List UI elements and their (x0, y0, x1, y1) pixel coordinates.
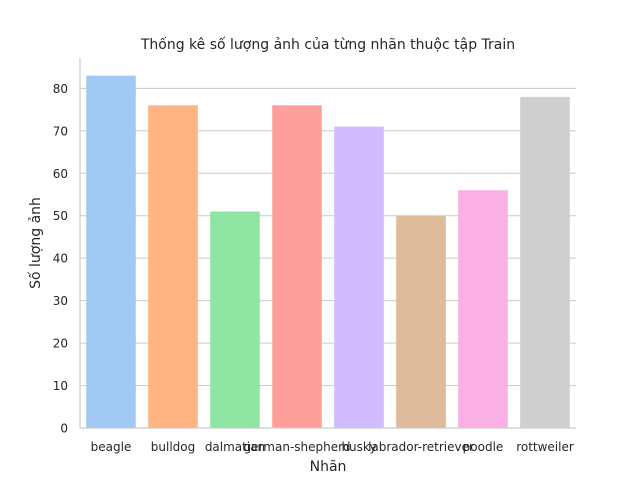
bar-dalmatian (210, 211, 260, 428)
bar-beagle (86, 75, 136, 428)
x-tick-label: dalmatian (205, 440, 265, 454)
bar-german-shepherd (272, 105, 322, 428)
x-tick-label: husky (341, 440, 376, 454)
x-axis-label: Nhãn (310, 459, 347, 475)
y-tick-label: 0 (60, 422, 68, 436)
bars (86, 75, 570, 429)
y-axis-label: Số lượng ảnh (27, 197, 44, 289)
chart-title: Thống kê số lượng ảnh của từng nhãn thuộ… (140, 36, 515, 53)
y-tick-label: 80 (53, 82, 68, 96)
y-tick-label: 50 (53, 209, 68, 223)
x-tick-label: poodle (463, 440, 504, 454)
y-tick-label: 30 (53, 294, 68, 308)
y-tick-label: 70 (53, 124, 68, 138)
y-tick-label: 20 (53, 337, 68, 351)
x-tick-label: german-shepherd (244, 440, 351, 454)
bar-bulldog (148, 105, 198, 428)
x-tick-label: labrador-retriever (368, 440, 474, 454)
x-tick-label: beagle (91, 440, 132, 454)
bar-rottweiler (520, 96, 570, 429)
y-tick-labels: 0 10 20 30 40 50 60 70 80 (53, 82, 68, 436)
y-tick-label: 40 (53, 252, 68, 266)
x-tick-label: rottweiler (516, 440, 574, 454)
x-tick-labels: beagle bulldog dalmatiangerman-shepherdhus… (91, 440, 574, 454)
bar-poodle (458, 190, 508, 428)
x-tick-label: bulldog (151, 440, 195, 454)
y-tick-label: 10 (53, 379, 68, 393)
bar-labrador-retriever (396, 215, 446, 428)
bar-husky (334, 126, 384, 429)
y-tick-label: 60 (53, 167, 68, 181)
